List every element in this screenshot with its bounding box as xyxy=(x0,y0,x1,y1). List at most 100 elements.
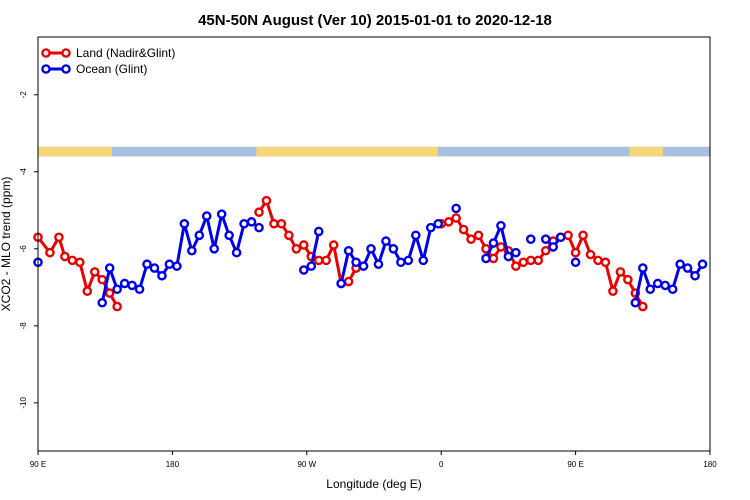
data-point xyxy=(269,218,279,229)
data-point xyxy=(276,218,287,229)
data-point xyxy=(433,218,444,229)
data-point xyxy=(652,278,663,289)
data-point xyxy=(697,259,708,270)
x-tick-label: 90 E xyxy=(567,460,583,469)
legend-item-land: Land (Nadir&Glint) xyxy=(41,46,175,60)
data-point xyxy=(97,297,108,308)
legend-label-land: Land (Nadir&Glint) xyxy=(76,46,175,60)
data-point xyxy=(201,211,212,221)
data-point xyxy=(675,259,685,270)
data-point xyxy=(366,244,376,254)
data-point xyxy=(89,267,100,277)
y-tick-label: -8 xyxy=(19,322,28,330)
data-point xyxy=(615,267,626,277)
x-axis: 90 E 180 90 W 0 90 E 180 xyxy=(30,451,717,469)
data-point xyxy=(511,247,521,258)
data-point xyxy=(254,222,264,233)
data-point xyxy=(299,240,309,250)
data-point xyxy=(179,218,190,229)
y-axis: -2 -4 -6 -8 -10 xyxy=(19,91,38,409)
data-point xyxy=(488,238,499,248)
y-tick-label: -6 xyxy=(19,245,28,253)
data-point xyxy=(540,245,551,256)
data-point xyxy=(231,247,242,258)
data-point xyxy=(458,224,469,235)
legend-marker-ocean-1 xyxy=(41,64,51,74)
data-point xyxy=(563,230,573,241)
data-point xyxy=(306,261,317,271)
data-point xyxy=(540,234,551,244)
map-strip xyxy=(38,146,710,157)
data-point xyxy=(60,251,70,262)
data-point xyxy=(254,207,264,218)
data-point xyxy=(127,280,137,291)
data-point xyxy=(570,257,581,268)
data-point xyxy=(351,257,361,268)
data-point xyxy=(638,263,648,273)
series-land xyxy=(33,195,648,312)
data-point xyxy=(358,261,369,271)
data-point xyxy=(142,259,152,270)
map-land-block xyxy=(38,146,112,157)
legend-label-ocean: Ocean (Glint) xyxy=(76,62,147,76)
data-point xyxy=(164,259,175,270)
data-point xyxy=(328,240,339,250)
legend: Land (Nadir&Glint) Ocean (Glint) xyxy=(41,46,175,76)
series-line xyxy=(36,235,119,308)
series-line xyxy=(100,212,260,304)
data-point xyxy=(690,270,700,281)
data-point xyxy=(488,253,499,264)
legend-marker-land-1 xyxy=(41,48,51,58)
data-point xyxy=(291,244,302,254)
data-point xyxy=(411,230,421,241)
data-point xyxy=(638,301,648,312)
data-point xyxy=(313,226,324,237)
legend-marker-ocean-2 xyxy=(61,64,71,74)
x-tick-label: 180 xyxy=(703,460,717,469)
map-land-block xyxy=(256,146,438,157)
data-point xyxy=(336,278,346,289)
data-point xyxy=(299,265,309,275)
data-point xyxy=(119,278,130,289)
series-ocean xyxy=(33,203,708,308)
data-point xyxy=(261,195,272,206)
data-point xyxy=(600,257,611,268)
x-tick-label: 180 xyxy=(166,460,180,469)
data-point xyxy=(660,280,671,291)
data-point xyxy=(246,217,257,227)
data-point xyxy=(593,255,603,266)
data-point xyxy=(451,203,461,214)
data-point xyxy=(533,255,544,266)
data-point xyxy=(443,217,454,227)
data-point xyxy=(172,261,182,271)
data-point xyxy=(82,286,93,296)
legend-marker-land-2 xyxy=(61,48,71,58)
data-point xyxy=(343,276,354,287)
data-point xyxy=(321,255,332,266)
data-point xyxy=(134,284,145,295)
data-point xyxy=(75,257,85,268)
series-line xyxy=(339,222,439,284)
data-point xyxy=(112,301,122,312)
data-point xyxy=(555,232,566,243)
data-point xyxy=(608,286,618,296)
data-point xyxy=(388,244,399,254)
data-point xyxy=(496,220,506,231)
data-point xyxy=(97,274,108,285)
x-axis-label: Longitude (deg E) xyxy=(326,477,421,491)
data-point xyxy=(149,263,160,273)
data-point xyxy=(451,213,461,223)
data-point xyxy=(284,230,294,241)
data-point xyxy=(511,261,521,271)
data-point xyxy=(373,259,384,270)
data-point xyxy=(403,255,414,266)
data-point xyxy=(578,230,588,241)
data-point xyxy=(481,253,491,264)
data-point xyxy=(239,218,249,229)
plot-frame xyxy=(37,36,711,452)
y-axis-label: XCO2 - MLO trend (ppm) xyxy=(0,177,13,312)
x-tick-label: 90 W xyxy=(297,460,316,469)
series-layer xyxy=(33,195,708,312)
data-point xyxy=(194,230,205,241)
data-point xyxy=(645,284,656,295)
